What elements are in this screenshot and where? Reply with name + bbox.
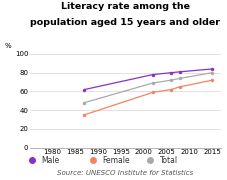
Line: Female: Female <box>82 78 213 117</box>
Line: Total: Total <box>82 71 213 104</box>
Male <box>178 71 181 73</box>
Text: Total: Total <box>159 156 177 165</box>
Total <box>169 79 172 81</box>
Female <box>210 79 212 81</box>
Line: Male: Male <box>82 67 213 91</box>
Total <box>83 102 85 104</box>
Female <box>169 89 172 91</box>
Total <box>210 72 212 74</box>
Text: Male: Male <box>41 156 59 165</box>
Male <box>83 89 85 91</box>
Male <box>151 73 153 76</box>
Female <box>83 114 85 116</box>
Total <box>178 77 181 79</box>
Text: %: % <box>5 43 11 49</box>
Male <box>169 72 172 74</box>
Female <box>178 86 181 88</box>
Text: population aged 15 years and older: population aged 15 years and older <box>30 18 220 27</box>
Female <box>151 91 153 93</box>
Total <box>151 82 153 84</box>
Text: Source: UNESCO Institute for Statistics: Source: UNESCO Institute for Statistics <box>57 170 193 176</box>
Text: Female: Female <box>102 156 130 165</box>
Male <box>210 68 212 70</box>
Text: Literacy rate among the: Literacy rate among the <box>61 2 189 11</box>
